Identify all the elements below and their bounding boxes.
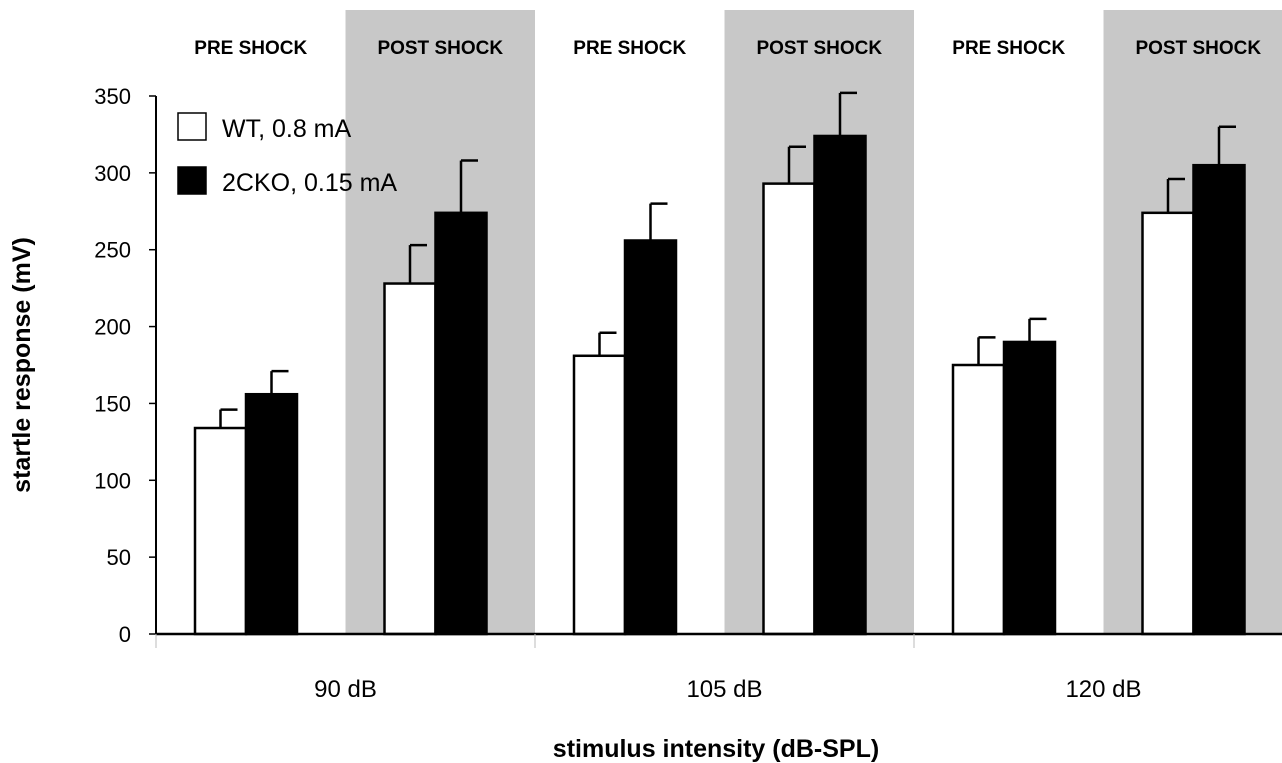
bar-wt-0 <box>193 426 248 636</box>
bar-wt-5 <box>1141 211 1195 636</box>
bars <box>193 91 1246 636</box>
category-label-0: 90 dB <box>314 676 377 703</box>
y-tick-label-4: 200 <box>94 315 131 340</box>
y-tick-label-3: 150 <box>94 391 131 416</box>
bar-2cko-3 <box>813 134 867 636</box>
y-tick-label-5: 250 <box>94 238 131 263</box>
legend: WT, 0.8 mA 2CKO, 0.15 mA <box>177 112 397 197</box>
legend-label-1: 2CKO, 0.15 mA <box>222 169 397 197</box>
bar-wt-3 <box>762 182 816 636</box>
phase-label-4: PRE SHOCK <box>952 38 1065 59</box>
bar-2cko-2 <box>623 239 678 636</box>
x-axis-title: stimulus intensity (dB-SPL) <box>553 735 879 763</box>
phase-label-3: POST SHOCK <box>756 38 882 59</box>
category-label-1: 105 dB <box>686 676 762 703</box>
legend-swatch-0 <box>177 112 207 141</box>
bar-wt-4 <box>951 363 1006 636</box>
bar-2cko-5 <box>1192 163 1246 636</box>
y-tick-label-2: 100 <box>94 468 131 493</box>
axes: 0 50 100 150 200 250 300 350 90 dB 105 dB 120 dB <box>94 84 1282 703</box>
category-label-2: 120 dB <box>1065 676 1141 703</box>
phase-label-0: PRE SHOCK <box>194 38 307 59</box>
legend-label-0: WT, 0.8 mA <box>222 115 352 143</box>
y-tick-label-0: 0 <box>119 622 131 647</box>
bar-2cko-0 <box>244 392 299 636</box>
y-tick-label-1: 50 <box>107 545 131 570</box>
bar-wt-2 <box>572 354 627 636</box>
phase-label-1: POST SHOCK <box>377 38 503 59</box>
phase-label-2: PRE SHOCK <box>573 38 686 59</box>
phase-labels: PRE SHOCK POST SHOCK PRE SHOCK POST SHOCK PR… <box>194 38 1261 59</box>
bar-2cko-4 <box>1002 340 1057 636</box>
bar-2cko-1 <box>434 211 488 636</box>
y-tick-label-7: 350 <box>94 84 131 109</box>
y-axis-title: startle response (mV) <box>8 237 36 493</box>
phase-label-5: POST SHOCK <box>1135 38 1261 59</box>
y-tick-label-6: 300 <box>94 161 131 186</box>
legend-swatch-1 <box>177 166 207 195</box>
bar-wt-1 <box>383 282 437 636</box>
